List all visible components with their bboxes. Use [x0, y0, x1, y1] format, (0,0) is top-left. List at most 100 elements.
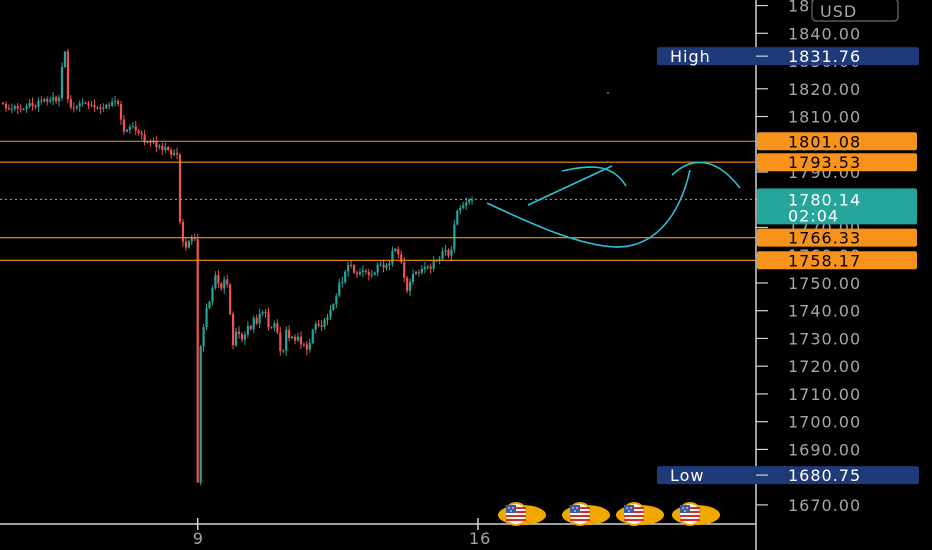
- level-tag-text: 1793.53: [788, 153, 861, 172]
- candle-body: [468, 199, 471, 203]
- candle-body: [246, 325, 249, 335]
- economic-events[interactable]: [498, 502, 720, 526]
- price-tick-label: 1700.00: [788, 413, 861, 432]
- candle-body: [19, 108, 22, 110]
- candle-body: [252, 318, 255, 330]
- candle-body: [379, 264, 382, 266]
- candle-body: [332, 304, 335, 310]
- candle-body: [273, 323, 276, 328]
- candle-body: [447, 249, 450, 256]
- candle-body: [423, 267, 426, 269]
- candle-body: [184, 241, 187, 248]
- candle-body: [270, 327, 273, 329]
- candle-body: [28, 102, 31, 107]
- candle-body: [211, 287, 214, 302]
- candle-body: [57, 97, 61, 102]
- candle-body: [293, 336, 297, 341]
- candle-body: [105, 104, 108, 108]
- candle-body: [52, 97, 55, 101]
- candle-body: [352, 265, 356, 273]
- current-price-tag: [757, 188, 917, 225]
- candle-body: [456, 210, 459, 225]
- candle-body: [341, 281, 344, 283]
- candle-body: [285, 329, 288, 351]
- candle-body: [75, 106, 78, 108]
- candle-body: [311, 329, 314, 343]
- candle-body: [226, 279, 229, 285]
- candle-body: [344, 271, 347, 282]
- price-tick-label: 1740.00: [788, 302, 861, 321]
- candle-body: [119, 104, 123, 120]
- candle-body: [122, 119, 126, 132]
- candle-body: [291, 336, 294, 339]
- candle-body: [317, 323, 320, 326]
- low-tag-label: Low: [670, 466, 705, 485]
- price-tick-label: 1820.00: [788, 80, 861, 99]
- candle-body: [320, 325, 323, 327]
- candle-body: [232, 314, 235, 346]
- candle-body: [385, 264, 388, 268]
- candle-body: [347, 264, 350, 272]
- candle-body: [367, 271, 370, 276]
- candle-body: [114, 100, 117, 102]
- candle-body: [22, 109, 25, 111]
- level-tag-text: 1801.08: [788, 132, 861, 151]
- forecast-curve-down-up: [486, 169, 691, 248]
- forecast-curve-small: [561, 166, 627, 187]
- low-tag-value: 1680.75: [788, 466, 861, 485]
- level-tag: [757, 251, 917, 270]
- candle-body: [223, 279, 226, 289]
- candle-body: [403, 262, 406, 278]
- candle-body: [16, 106, 19, 109]
- candle-body: [355, 272, 359, 275]
- level-tag: [757, 132, 917, 151]
- candle-body: [196, 239, 199, 483]
- currency-label[interactable]: USD: [811, 0, 899, 22]
- forecast-dot: [607, 92, 609, 94]
- candle-body: [175, 152, 179, 155]
- candle-body: [435, 260, 438, 262]
- price-level-lines: [0, 140, 756, 261]
- candle-body: [155, 141, 158, 148]
- price-tick-label: 1710.00: [788, 385, 861, 404]
- candle-body: [237, 331, 241, 335]
- candle-body: [146, 141, 149, 143]
- candle-body: [394, 248, 397, 252]
- candle-body: [7, 108, 10, 110]
- candle-body: [69, 99, 72, 108]
- us-flag-icon[interactable]: [672, 502, 720, 526]
- candle-body: [25, 106, 28, 110]
- price-tick-label: 1810.00: [788, 108, 861, 127]
- candle-body: [87, 103, 90, 106]
- candle-body: [429, 266, 432, 269]
- us-flag-icon[interactable]: [562, 502, 610, 526]
- candle-body: [335, 295, 338, 305]
- price-tick-label: 1690.00: [788, 440, 861, 459]
- price-tags: 1801.08 1793.53 1766.33 1758.17 High 1831.76 L…: [657, 47, 919, 485]
- level-tag: [757, 153, 917, 172]
- us-flag-icon[interactable]: [498, 502, 546, 526]
- level-tag-text: 1758.17: [788, 251, 861, 270]
- candle-body: [81, 102, 84, 104]
- currency-text: USD: [820, 2, 857, 21]
- candle-body: [202, 327, 205, 347]
- candle-body: [173, 152, 176, 155]
- candle-body: [465, 202, 468, 206]
- candle-body: [470, 199, 474, 201]
- candle-body: [158, 145, 161, 148]
- candle-body: [90, 104, 93, 106]
- candle-body: [406, 277, 409, 291]
- candle-body: [326, 317, 329, 320]
- candle-body: [140, 133, 143, 135]
- candle-body: [364, 270, 367, 272]
- candle-body: [417, 271, 421, 273]
- candle-body: [152, 141, 155, 143]
- current-price-value: 1780.14: [788, 190, 861, 209]
- candle-body: [78, 103, 81, 107]
- candle-body: [264, 312, 267, 314]
- us-flag-icon[interactable]: [616, 502, 664, 526]
- candle-body: [438, 258, 441, 261]
- candle-body: [234, 331, 238, 346]
- candle-body: [441, 251, 444, 259]
